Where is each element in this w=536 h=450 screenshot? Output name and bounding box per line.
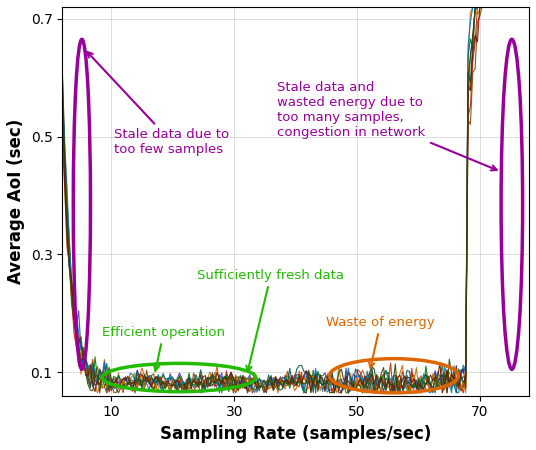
Text: Sufficiently fresh data: Sufficiently fresh data [197, 269, 344, 371]
Text: Efficient operation: Efficient operation [102, 326, 225, 371]
Text: Stale data and
wasted energy due to
too many samples,
congestion in network: Stale data and wasted energy due to too … [277, 81, 497, 171]
Y-axis label: Average AoI (sec): Average AoI (sec) [7, 119, 25, 284]
X-axis label: Sampling Rate (samples/sec): Sampling Rate (samples/sec) [160, 425, 431, 443]
Text: Stale data due to
too few samples: Stale data due to too few samples [87, 52, 229, 157]
Text: Waste of energy: Waste of energy [326, 315, 435, 368]
